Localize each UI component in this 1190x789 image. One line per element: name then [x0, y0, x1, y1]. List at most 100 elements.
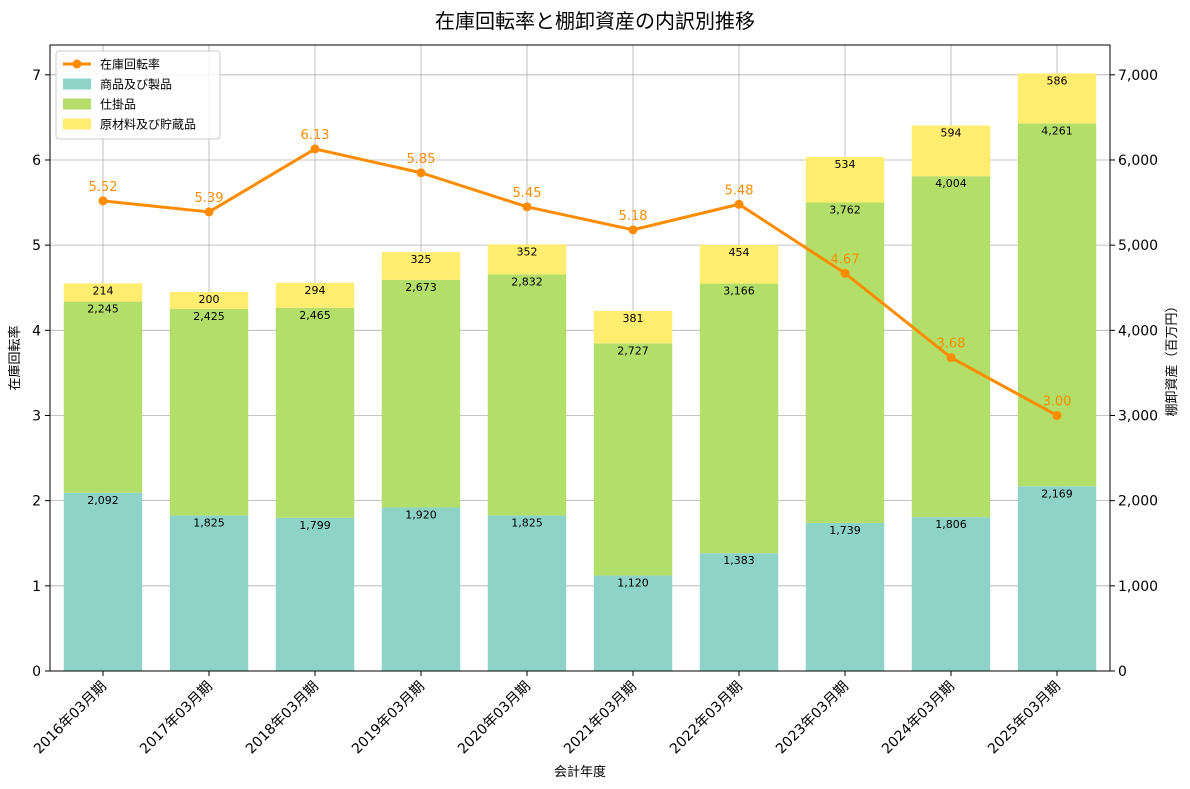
line-point: [840, 268, 850, 278]
y-tick-label: 0: [32, 664, 41, 680]
bar-segment: [381, 279, 461, 508]
y2-tick-label: 2,000: [1118, 494, 1158, 510]
bar-value-label: 2,092: [87, 494, 119, 507]
bar-value-label: 1,825: [511, 517, 543, 530]
bar-segment: [63, 301, 143, 493]
bar-segment: [911, 176, 991, 518]
bar-segment: [381, 252, 461, 280]
bar-value-label: 2,465: [299, 309, 331, 322]
bar-value-label: 2,425: [193, 310, 225, 323]
bar-segment: [805, 202, 885, 523]
bar-segment: [805, 156, 885, 203]
x-tick-label: 2019年03月期: [349, 679, 428, 758]
y-tick-label: 2: [32, 494, 41, 510]
bar-value-label: 2,169: [1041, 487, 1073, 500]
bar-value-label: 1,383: [723, 554, 755, 567]
y-tick-label: 3: [32, 408, 41, 424]
bar-segment: [1017, 123, 1097, 487]
bar-segment: [487, 244, 567, 275]
bar-segment: [381, 507, 461, 671]
y-tick-label: 7: [32, 68, 41, 84]
line-point: [98, 196, 108, 206]
bar-segment: [1017, 73, 1097, 124]
line-point: [1052, 410, 1062, 420]
legend-label: 原材料及び貯蔵品: [100, 118, 196, 132]
bar-value-label: 2,832: [511, 275, 543, 288]
bar-value-label: 3,166: [723, 285, 755, 298]
x-tick-label: 2024年03月期: [879, 679, 958, 758]
x-tick-label: 2025年03月期: [985, 679, 1064, 758]
bar-value-label: 2,245: [87, 303, 119, 316]
bar-value-label: 294: [305, 284, 326, 297]
bar-value-label: 4,261: [1041, 124, 1073, 137]
bar-segment: [699, 283, 779, 554]
bar-segment: [593, 343, 673, 576]
x-tick-label: 2021年03月期: [561, 679, 640, 758]
y2-tick-label: 5,000: [1118, 238, 1158, 254]
y-tick-label: 1: [32, 579, 41, 595]
bar-segment: [1017, 486, 1097, 671]
x-tick-label: 2020年03月期: [455, 679, 534, 758]
line-value-label: 4.67: [831, 252, 860, 267]
line-point: [204, 207, 214, 217]
bar-segment: [169, 309, 249, 516]
bar-value-label: 352: [517, 245, 538, 258]
line-point: [416, 168, 426, 178]
bar-label-layer: 2,092 1,825 1,799 1,920 1,825 1,120 1,383 1,739…: [87, 74, 1073, 589]
bar-segment: [63, 283, 143, 302]
legend-color-swatch: [63, 118, 91, 130]
line-point: [310, 144, 320, 154]
line-point: [628, 225, 638, 235]
bar-segment: [911, 517, 991, 671]
bar-segment: [169, 291, 249, 310]
bar-segment: [593, 575, 673, 671]
bar-segment: [275, 282, 355, 308]
bar-value-label: 214: [93, 284, 114, 297]
bar-segment: [699, 553, 779, 671]
bar-segment: [275, 517, 355, 671]
bar-value-label: 2,727: [617, 344, 649, 357]
bar-layer: [63, 73, 1097, 671]
plot-frame: [49, 44, 1111, 672]
bar-segment: [63, 492, 143, 671]
line-layer: 5.52 5.39 6.13 5.85 5.45 5.18 5.48 4.67 3.68 3.00: [89, 128, 1072, 420]
bar-segment: [911, 125, 991, 177]
legend-label: 仕掛品: [100, 97, 136, 112]
x-tick-label: 2016年03月期: [31, 679, 110, 758]
line-value-label: 5.52: [89, 180, 118, 195]
bar-segment: [699, 244, 779, 284]
bar-value-label: 381: [623, 312, 644, 325]
bar-value-label: 1,920: [405, 508, 437, 521]
bar-value-label: 325: [411, 253, 432, 266]
y-tick-label: 4: [32, 323, 41, 339]
line-value-label: 3.00: [1043, 394, 1072, 409]
x-tick-label: 2018年03月期: [243, 679, 322, 758]
bar-segment: [275, 307, 355, 518]
bar-value-label: 1,806: [935, 518, 967, 531]
line-series-path: [102, 147, 1058, 417]
chart-title: 在庫回転率と棚卸資産の内訳別推移: [435, 9, 755, 33]
bar-value-label: 1,120: [617, 577, 649, 590]
bar-value-label: 454: [729, 246, 750, 259]
bar-segment: [169, 515, 249, 671]
y-axis-title: 在庫回転率: [7, 325, 23, 390]
bar-value-label: 2,673: [405, 281, 437, 294]
legend-label: 商品及び製品: [100, 77, 172, 92]
legend-color-swatch: [63, 78, 91, 90]
y2-tick-label: 0: [1118, 664, 1127, 680]
bar-value-label: 3,762: [829, 203, 861, 216]
y-tick-label: 5: [32, 238, 41, 254]
bar-segment: [805, 522, 885, 671]
legend-box: [55, 50, 221, 140]
y2-tick-label: 7,000: [1118, 68, 1158, 84]
bar-value-label: 1,825: [193, 517, 225, 530]
line-value-label: 3.68: [937, 337, 966, 352]
bar-segment: [487, 515, 567, 671]
y2-tick-label: 3,000: [1118, 408, 1158, 424]
x-tick-label: 2023年03月期: [773, 679, 852, 758]
bar-value-label: 4,004: [935, 177, 967, 190]
y2-tick-label: 4,000: [1118, 323, 1158, 339]
x-tick-label: 2017年03月期: [137, 679, 216, 758]
bar-value-label: 594: [941, 127, 962, 140]
